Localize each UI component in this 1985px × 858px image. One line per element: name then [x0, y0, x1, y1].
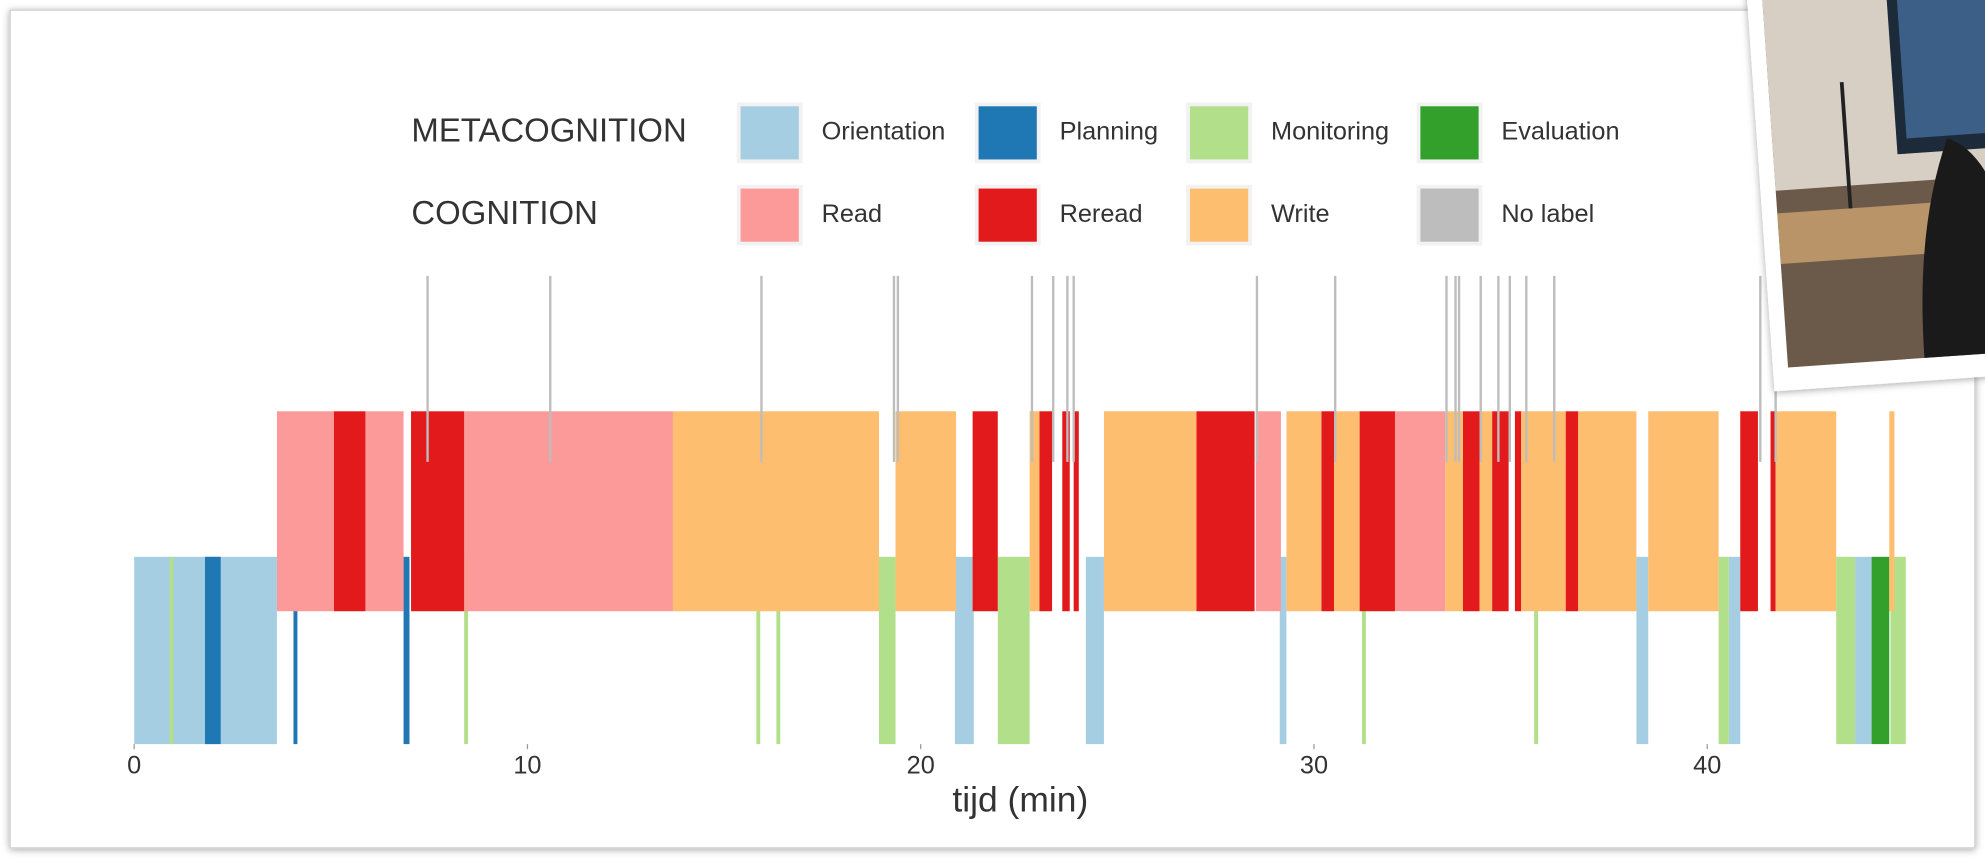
segment: [404, 557, 410, 744]
segment: [1492, 411, 1509, 611]
photo-screen: [1896, 0, 1985, 138]
segment: [1395, 411, 1445, 611]
no-label-mark: [897, 276, 899, 462]
no-label-mark: [1497, 276, 1499, 462]
no-label-mark: [893, 276, 895, 462]
legend-group-label: COGNITION: [411, 194, 597, 231]
segment: [1855, 557, 1872, 744]
legend-swatch: [1190, 189, 1248, 242]
segment: [955, 557, 974, 744]
segment: [1039, 411, 1052, 611]
photo: [1744, 0, 1985, 391]
segment: [1515, 411, 1521, 611]
segment: [277, 411, 334, 611]
no-label-mark: [1031, 276, 1033, 462]
no-label-mark: [1073, 276, 1075, 462]
segment: [1566, 411, 1579, 611]
legend-label: Write: [1271, 200, 1330, 228]
segment: [1836, 557, 1855, 744]
legend-swatch: [1190, 106, 1248, 159]
segment: [1889, 411, 1894, 611]
legend-swatch: [979, 189, 1037, 242]
no-label-mark: [1759, 276, 1761, 462]
segment: [1104, 411, 1196, 611]
chart: METACOGNITION Orientation Planning Monitori…: [0, 0, 1985, 858]
legend-label: Monitoring: [1271, 118, 1389, 146]
no-label-mark: [1525, 276, 1527, 462]
segment: [998, 557, 1030, 744]
legend-swatch: [741, 106, 799, 159]
page: {"chart_data": { "type": "timeline", "x_…: [0, 0, 1985, 858]
segment: [879, 557, 896, 744]
legend-label: No label: [1501, 200, 1594, 228]
segment: [411, 411, 464, 611]
x-tick-label: 10: [513, 752, 541, 780]
legend-swatch: [1420, 106, 1478, 159]
segment: [1463, 411, 1480, 611]
legend-label: Planning: [1060, 118, 1158, 146]
segment: [1321, 411, 1334, 611]
segment: [1521, 411, 1565, 611]
no-label-mark: [1445, 276, 1447, 462]
legend-label: Reread: [1060, 200, 1143, 228]
no-label-mark: [1066, 276, 1068, 462]
segment: [896, 411, 957, 611]
x-tick-label: 20: [907, 752, 935, 780]
segment: [1648, 411, 1718, 611]
segment: [170, 557, 174, 744]
legend-swatch: [741, 189, 799, 242]
legend-swatch: [1420, 189, 1478, 242]
x-tick-label: 0: [127, 752, 141, 780]
segment: [1445, 411, 1463, 611]
segment: [1636, 557, 1648, 744]
legend-swatch: [979, 106, 1037, 159]
segment: [1062, 411, 1069, 611]
segment: [1334, 411, 1360, 611]
segment: [1740, 411, 1758, 611]
x-tick-label: 40: [1693, 752, 1721, 780]
segment: [365, 411, 403, 611]
no-label-mark: [1454, 276, 1456, 462]
legend-label: Evaluation: [1501, 118, 1619, 146]
segment: [673, 411, 879, 611]
segment: [1578, 411, 1636, 611]
no-label-mark: [1480, 276, 1482, 462]
no-label-mark: [1334, 276, 1336, 462]
segment: [1729, 557, 1740, 744]
segment: [1286, 411, 1321, 611]
segment: [1776, 411, 1837, 611]
no-label-mark: [426, 276, 428, 462]
segment: [1872, 557, 1890, 744]
no-label-mark: [1509, 276, 1511, 462]
no-label-mark: [1052, 276, 1054, 462]
segment: [1360, 411, 1395, 611]
segment: [334, 411, 365, 611]
segment: [1196, 411, 1254, 611]
segment: [973, 411, 998, 611]
legend-group-label: METACOGNITION: [411, 112, 686, 149]
segment: [1256, 411, 1281, 611]
no-label-mark: [1458, 276, 1460, 462]
segment: [1086, 557, 1104, 744]
segment: [1719, 557, 1729, 744]
no-label-mark: [1256, 276, 1258, 462]
x-axis-title: tijd (min): [952, 780, 1088, 820]
legend-label: Orientation: [822, 118, 946, 146]
no-label-mark: [549, 276, 551, 462]
segment: [464, 411, 673, 611]
x-tick-label: 30: [1300, 752, 1328, 780]
segment: [205, 557, 221, 744]
legend-label: Read: [822, 200, 882, 228]
no-label-mark: [1553, 276, 1555, 462]
no-label-mark: [760, 276, 762, 462]
